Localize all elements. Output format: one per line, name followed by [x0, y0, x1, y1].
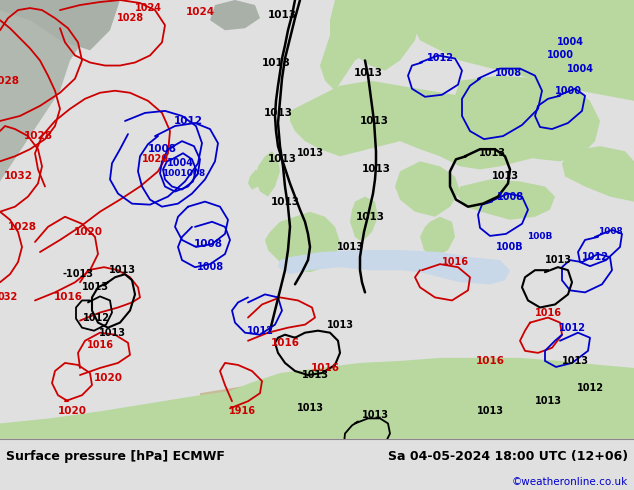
- Text: 100B: 100B: [527, 232, 553, 242]
- Text: 1013: 1013: [356, 212, 384, 222]
- Text: 1020: 1020: [58, 406, 86, 416]
- Text: 1028: 1028: [23, 131, 53, 141]
- Text: 1004: 1004: [567, 64, 593, 74]
- Text: 1013: 1013: [534, 396, 562, 406]
- Text: 1013: 1013: [271, 196, 299, 207]
- Text: 1008: 1008: [148, 144, 176, 154]
- Text: 1028: 1028: [8, 222, 37, 232]
- Text: 1032: 1032: [4, 172, 32, 181]
- Text: 1016: 1016: [86, 340, 113, 350]
- Text: 1013: 1013: [359, 116, 389, 126]
- Polygon shape: [0, 0, 120, 50]
- Polygon shape: [0, 358, 634, 439]
- Polygon shape: [265, 212, 340, 272]
- Text: 1012: 1012: [581, 252, 609, 262]
- Text: 1008: 1008: [193, 239, 223, 249]
- Text: 1013: 1013: [361, 410, 389, 420]
- Polygon shape: [0, 360, 634, 439]
- Text: 1024: 1024: [185, 7, 214, 17]
- Text: 1013: 1013: [337, 242, 363, 252]
- Text: 1012: 1012: [247, 326, 273, 336]
- Text: Surface pressure [hPa] ECMWF: Surface pressure [hPa] ECMWF: [6, 450, 225, 463]
- Text: 1028: 1028: [117, 13, 143, 23]
- Text: 1013: 1013: [327, 319, 354, 330]
- Text: 1013: 1013: [108, 265, 136, 275]
- Text: 1008: 1008: [598, 227, 623, 236]
- Text: 1013: 1013: [545, 255, 571, 265]
- Text: 1013: 1013: [479, 148, 505, 158]
- Text: 1016: 1016: [271, 338, 299, 348]
- Polygon shape: [395, 161, 460, 217]
- Polygon shape: [420, 217, 455, 257]
- Text: 1000: 1000: [547, 50, 574, 60]
- Text: 1013: 1013: [361, 164, 391, 174]
- Polygon shape: [562, 146, 634, 201]
- Text: 1000: 1000: [555, 86, 581, 96]
- Text: -1013: -1013: [63, 269, 93, 279]
- Text: 1013: 1013: [302, 370, 328, 380]
- Text: 1012: 1012: [82, 313, 110, 322]
- Text: 1016: 1016: [311, 363, 339, 373]
- Text: 1001008: 1001008: [162, 169, 205, 178]
- Text: 1020: 1020: [74, 227, 103, 237]
- Polygon shape: [345, 0, 420, 71]
- Polygon shape: [255, 151, 280, 196]
- Text: 1008: 1008: [496, 192, 524, 201]
- Text: 1013: 1013: [491, 172, 519, 181]
- Text: 1020: 1020: [93, 373, 122, 383]
- Text: 1013: 1013: [98, 328, 126, 338]
- Text: 1013: 1013: [264, 108, 292, 118]
- Text: 032: 032: [0, 293, 18, 302]
- Polygon shape: [210, 0, 260, 30]
- Text: ©weatheronline.co.uk: ©weatheronline.co.uk: [512, 477, 628, 487]
- Text: Sa 04-05-2024 18:00 UTC (12+06): Sa 04-05-2024 18:00 UTC (12+06): [387, 450, 628, 463]
- Text: 1013: 1013: [297, 403, 323, 413]
- Text: 1016: 1016: [476, 356, 505, 366]
- Text: 1013: 1013: [268, 154, 297, 164]
- Text: 1004: 1004: [167, 158, 193, 169]
- Text: 1013: 1013: [354, 68, 382, 77]
- Polygon shape: [278, 250, 510, 284]
- Text: 1013: 1013: [297, 148, 323, 158]
- Text: 1012: 1012: [559, 322, 586, 333]
- Text: 100B: 100B: [496, 242, 524, 252]
- Polygon shape: [445, 75, 600, 166]
- Text: 1013: 1013: [477, 406, 503, 416]
- Text: 1028: 1028: [0, 75, 20, 86]
- Text: 1013: 1013: [562, 356, 588, 366]
- Text: 1016: 1016: [441, 257, 469, 267]
- Polygon shape: [400, 0, 634, 101]
- Text: 1012: 1012: [427, 53, 453, 64]
- Polygon shape: [290, 81, 560, 170]
- Text: 1008: 1008: [197, 262, 224, 272]
- Polygon shape: [350, 196, 378, 242]
- Text: 1016: 1016: [53, 293, 82, 302]
- Text: 1016: 1016: [534, 308, 562, 318]
- Polygon shape: [320, 0, 390, 91]
- Text: 1012: 1012: [174, 116, 202, 126]
- Text: 1024: 1024: [134, 3, 162, 13]
- Text: 1013: 1013: [268, 10, 297, 20]
- Text: 1916: 1916: [228, 406, 256, 416]
- Polygon shape: [458, 179, 555, 220]
- Polygon shape: [248, 170, 260, 190]
- Text: 1013: 1013: [261, 57, 290, 68]
- Text: 1020: 1020: [141, 154, 169, 164]
- Text: 1004: 1004: [557, 37, 583, 48]
- Text: 1013: 1013: [82, 282, 108, 293]
- Text: 1008: 1008: [495, 68, 522, 77]
- Polygon shape: [0, 0, 90, 181]
- Text: 1012: 1012: [576, 383, 604, 393]
